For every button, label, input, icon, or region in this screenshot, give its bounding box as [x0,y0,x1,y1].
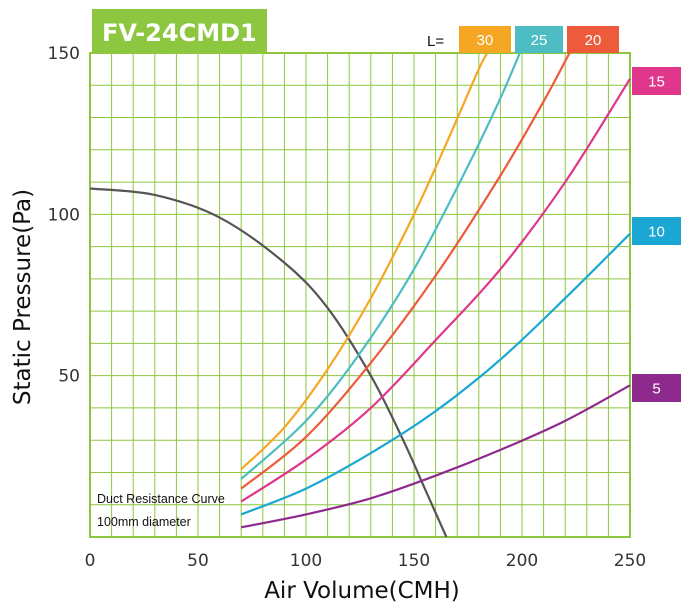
legend-tag-label: 5 [652,381,660,398]
series-line [240,384,631,529]
x-tick-label: 50 [187,551,209,571]
legend-tag [459,26,511,53]
legend-tag-label: 15 [648,74,665,91]
duct-curve-label: Duct Resistance Curve [97,492,225,506]
series-line [240,52,489,471]
legend-tag [632,374,681,402]
series-line [240,232,631,516]
y-tick-label: 150 [48,44,80,64]
series-tags: 30 25 20 15 10 5 [459,26,681,402]
x-tick-label: 250 [614,551,646,571]
legend-tag-label: 30 [477,32,494,49]
series-line [240,52,571,490]
x-tick-label: 0 [85,551,96,571]
series-line [240,52,521,480]
series-line [89,187,448,538]
legend-tag-label: 25 [531,32,548,49]
legend-tag [632,217,681,245]
legend-tag [632,67,681,95]
chart-title: FV-24CMD1 [102,19,257,47]
y-axis-title: Static Pressure(Pa) [10,189,36,405]
plot-frame [89,52,631,538]
legend-prefix: L= [427,33,444,50]
tick-labels: 0 50 100 150 200 250 50 100 150 [48,44,647,571]
series-curves [89,52,631,538]
x-tick-label: 100 [290,551,322,571]
x-tick-label: 200 [506,551,538,571]
model-badge [92,9,267,53]
y-tick-label: 100 [48,205,80,225]
series-line [240,78,631,503]
duct-diameter-label: 100mm diameter [97,515,191,529]
y-tick-label: 50 [58,367,80,387]
grid [89,52,631,538]
legend-tag-label: 20 [585,32,602,49]
legend-tag [515,26,563,53]
x-axis-title: Air Volume(CMH) [264,578,460,604]
legend-tag-label: 10 [648,224,665,241]
legend-tag [567,26,619,53]
x-tick-label: 150 [398,551,430,571]
